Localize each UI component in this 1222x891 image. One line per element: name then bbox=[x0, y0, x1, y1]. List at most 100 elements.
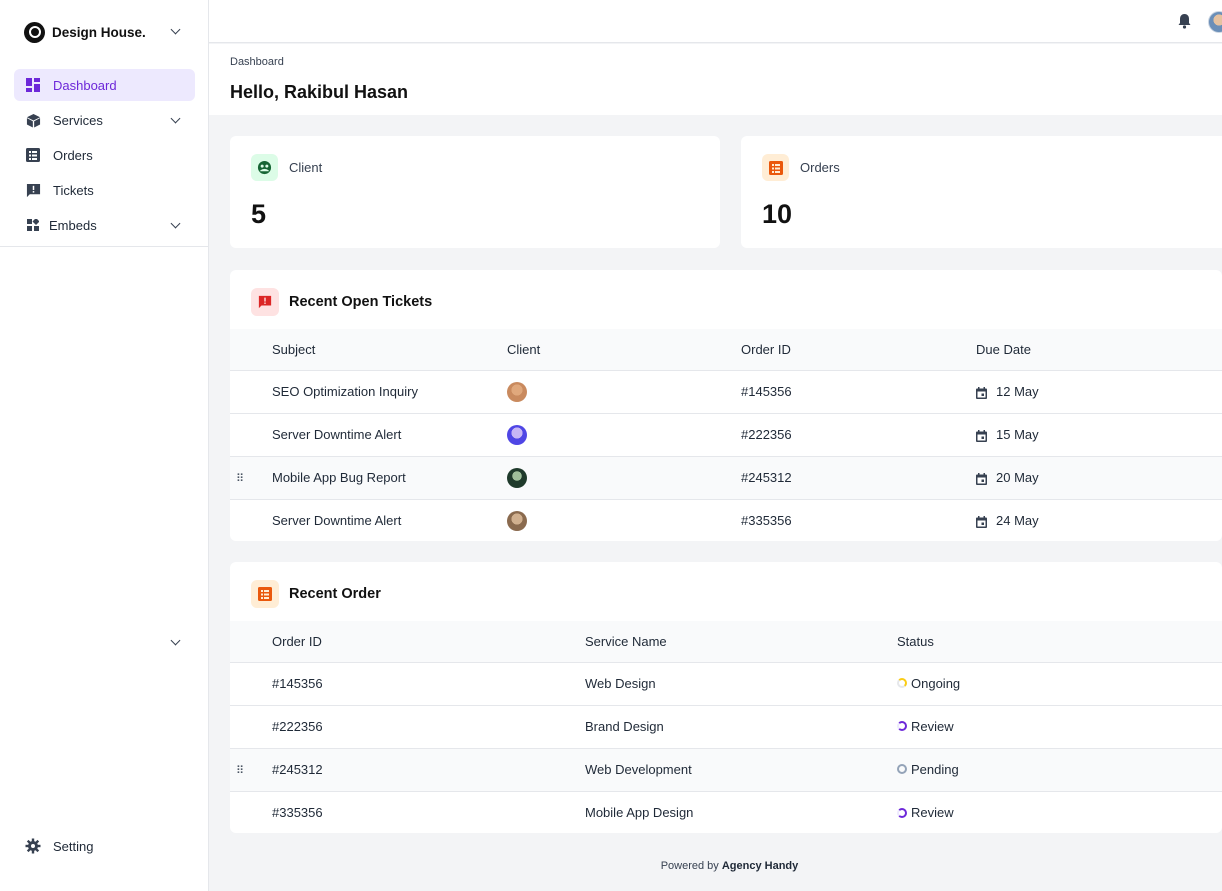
sidebar-item-tickets[interactable]: Tickets bbox=[14, 174, 195, 206]
sidebar-item-dashboard[interactable]: Dashboard bbox=[14, 69, 195, 101]
table-row[interactable]: SEO Optimization Inquiry #145356 12 May bbox=[230, 370, 1222, 414]
service-name: Mobile App Design bbox=[585, 805, 694, 821]
topbar bbox=[209, 0, 1222, 43]
sidebar-item-setting[interactable]: Setting bbox=[25, 838, 93, 854]
order-id[interactable]: #335356 bbox=[272, 805, 323, 821]
stat-value: 10 bbox=[762, 199, 793, 229]
footer: Powered by Agency Handy bbox=[209, 860, 1222, 872]
stat-value: 5 bbox=[251, 199, 267, 229]
sidebar-nav: Dashboard Services Orders Tickets Emb bbox=[14, 69, 195, 244]
due-date-cell: 24 May bbox=[976, 499, 1222, 542]
column-header-status[interactable]: Status bbox=[897, 621, 1222, 663]
stat-card-client: Client 5 bbox=[230, 136, 720, 248]
row-spacer bbox=[230, 370, 272, 414]
column-header-service-name[interactable]: Service Name bbox=[585, 621, 897, 663]
column-header-client[interactable]: Client bbox=[507, 329, 741, 371]
drag-handle-icon[interactable]: ⠿ bbox=[236, 472, 244, 485]
order-id: #245312 bbox=[741, 456, 976, 500]
order-id: #335356 bbox=[741, 513, 792, 529]
chevron-down-icon[interactable] bbox=[170, 218, 181, 229]
chevron-down-icon[interactable] bbox=[170, 113, 181, 124]
stat-label: Orders bbox=[800, 160, 840, 175]
calendar-icon bbox=[976, 429, 987, 442]
user-avatar[interactable] bbox=[1208, 11, 1222, 33]
due-date: 12 May bbox=[996, 384, 1039, 399]
service-name: Web Design bbox=[585, 662, 897, 706]
status-badge: Ongoing bbox=[897, 676, 960, 691]
order-id: #145356 bbox=[741, 370, 976, 414]
cube-icon bbox=[25, 112, 41, 128]
row-spacer: ⠿ bbox=[230, 456, 272, 500]
service-name: Brand Design bbox=[585, 705, 897, 749]
table-row[interactable]: #222356 Brand Design Review bbox=[230, 705, 1222, 749]
status-ongoing-icon bbox=[897, 678, 907, 689]
due-date: 15 May bbox=[996, 427, 1039, 442]
stat-card-orders: Orders 10 bbox=[741, 136, 1222, 248]
ticket-subject[interactable]: Mobile App Bug Report bbox=[272, 456, 507, 500]
column-header-order-id[interactable]: Order ID bbox=[741, 329, 976, 371]
breadcrumb[interactable]: Dashboard bbox=[230, 56, 284, 68]
drag-handle-icon[interactable]: ⠿ bbox=[236, 764, 244, 777]
column-header-due-date[interactable]: Due Date bbox=[976, 329, 1222, 371]
row-spacer bbox=[230, 413, 272, 457]
setting-label: Setting bbox=[53, 838, 94, 854]
stat-label: Client bbox=[289, 160, 323, 175]
page-title: Hello, Rakibul Hasan bbox=[230, 82, 409, 102]
table-row[interactable]: ⠿ Mobile App Bug Report #245312 20 May bbox=[230, 456, 1222, 500]
sidebar-item-orders[interactable]: Orders bbox=[14, 139, 195, 171]
footer-company[interactable]: Agency Handy bbox=[721, 860, 799, 872]
tickets-table: Subject Client Order ID Due Date SEO Opt… bbox=[230, 329, 1222, 542]
table-row[interactable]: Server Downtime Alert #335356 24 May bbox=[230, 499, 1222, 542]
avatar[interactable] bbox=[507, 510, 527, 531]
table-row[interactable]: Server Downtime Alert #222356 15 May bbox=[230, 413, 1222, 457]
chevron-down-icon[interactable] bbox=[170, 635, 181, 646]
table-row[interactable]: #335356 Mobile App Design Review bbox=[230, 791, 1222, 834]
bell-icon[interactable] bbox=[1177, 13, 1192, 34]
table-header-row: Subject Client Order ID Due Date bbox=[230, 329, 1222, 371]
orders-icon bbox=[251, 580, 279, 608]
status-cell: Ongoing bbox=[897, 662, 1222, 706]
status-badge: Review bbox=[897, 805, 954, 820]
due-date-cell: 12 May bbox=[976, 370, 1222, 414]
sidebar-item-embeds[interactable]: Embeds bbox=[14, 209, 195, 241]
status-cell: Review bbox=[897, 791, 1222, 834]
sidebar-item-services[interactable]: Services bbox=[14, 104, 195, 136]
avatar[interactable] bbox=[507, 467, 527, 488]
brand-name: Design House. bbox=[52, 24, 146, 40]
due-date: 20 May bbox=[996, 470, 1039, 485]
table-header-row: Order ID Service Name Status bbox=[230, 621, 1222, 663]
sidebar: Design House. Dashboard Services Orders bbox=[0, 0, 209, 891]
ticket-icon bbox=[25, 182, 41, 198]
avatar[interactable] bbox=[507, 424, 527, 445]
panel-title: Recent Open Tickets bbox=[289, 294, 433, 310]
table-row[interactable]: #145356 Web Design Ongoing bbox=[230, 662, 1222, 706]
sidebar-divider bbox=[0, 246, 208, 247]
ticket-subject[interactable]: Server Downtime Alert bbox=[272, 513, 402, 529]
order-id[interactable]: #245312 bbox=[272, 748, 585, 792]
client-icon bbox=[251, 154, 278, 181]
ticket-subject[interactable]: Server Downtime Alert bbox=[272, 413, 507, 457]
workspace-switcher[interactable]: Design House. bbox=[24, 21, 184, 43]
status-pending-icon bbox=[897, 764, 907, 775]
ticket-subject[interactable]: SEO Optimization Inquiry bbox=[272, 370, 507, 414]
panel-title: Recent Order bbox=[289, 586, 381, 602]
avatar[interactable] bbox=[507, 381, 527, 402]
sidebar-item-label: Embeds bbox=[49, 217, 97, 233]
client-cell bbox=[507, 413, 741, 457]
status-label: Ongoing bbox=[911, 675, 961, 691]
gear-icon bbox=[25, 838, 41, 854]
client-cell bbox=[507, 370, 741, 414]
column-header-subject[interactable]: Subject bbox=[272, 329, 507, 371]
table-row[interactable]: ⠿ #245312 Web Development Pending bbox=[230, 748, 1222, 792]
column-header-order-id[interactable]: Order ID bbox=[272, 621, 585, 663]
status-label: Review bbox=[911, 718, 954, 734]
calendar-icon bbox=[976, 515, 987, 528]
client-cell bbox=[507, 456, 741, 500]
order-id[interactable]: #222356 bbox=[272, 705, 585, 749]
order-id: #222356 bbox=[741, 413, 976, 457]
order-id[interactable]: #145356 bbox=[272, 662, 585, 706]
ticket-alert-icon bbox=[251, 288, 279, 316]
widgets-icon bbox=[25, 217, 41, 233]
due-date-cell: 15 May bbox=[976, 413, 1222, 457]
status-label: Pending bbox=[911, 761, 959, 777]
